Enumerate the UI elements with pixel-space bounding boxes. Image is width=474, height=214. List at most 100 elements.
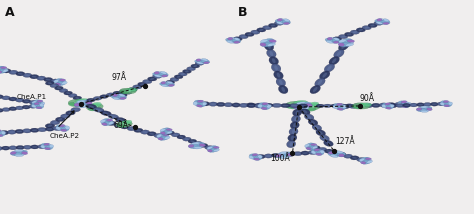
Ellipse shape (257, 28, 266, 32)
Ellipse shape (358, 29, 363, 31)
Ellipse shape (121, 90, 126, 92)
Ellipse shape (46, 145, 53, 150)
Ellipse shape (352, 105, 362, 109)
Ellipse shape (109, 123, 114, 124)
Ellipse shape (239, 34, 248, 39)
Ellipse shape (270, 51, 273, 56)
Ellipse shape (55, 128, 60, 129)
Ellipse shape (210, 103, 216, 105)
Ellipse shape (89, 105, 94, 108)
Ellipse shape (247, 103, 256, 108)
Ellipse shape (191, 64, 200, 68)
Ellipse shape (3, 147, 8, 149)
Ellipse shape (305, 103, 312, 107)
Ellipse shape (3, 69, 9, 72)
Ellipse shape (197, 100, 203, 103)
Ellipse shape (416, 108, 422, 111)
Ellipse shape (119, 90, 129, 94)
Ellipse shape (430, 102, 438, 106)
Ellipse shape (80, 105, 90, 107)
Ellipse shape (41, 143, 49, 148)
Ellipse shape (194, 142, 205, 146)
Ellipse shape (59, 124, 65, 127)
Ellipse shape (55, 86, 63, 90)
Ellipse shape (305, 144, 310, 147)
Ellipse shape (193, 141, 202, 145)
Ellipse shape (266, 155, 271, 157)
Ellipse shape (34, 103, 39, 105)
Ellipse shape (439, 103, 444, 105)
Ellipse shape (193, 65, 197, 67)
Ellipse shape (313, 87, 318, 92)
Ellipse shape (31, 106, 35, 107)
Ellipse shape (402, 105, 408, 108)
Ellipse shape (290, 142, 293, 146)
Ellipse shape (338, 154, 344, 157)
Ellipse shape (0, 108, 3, 112)
Ellipse shape (38, 128, 46, 132)
Ellipse shape (337, 51, 341, 56)
Ellipse shape (9, 70, 18, 74)
Ellipse shape (272, 103, 282, 107)
Ellipse shape (0, 110, 2, 111)
Ellipse shape (156, 134, 162, 137)
Ellipse shape (265, 104, 271, 106)
Ellipse shape (281, 154, 286, 156)
Ellipse shape (293, 100, 308, 106)
Ellipse shape (17, 131, 22, 132)
Ellipse shape (0, 134, 3, 137)
Ellipse shape (64, 91, 73, 95)
Ellipse shape (394, 102, 403, 107)
Ellipse shape (31, 105, 36, 108)
Ellipse shape (303, 110, 307, 114)
Ellipse shape (382, 105, 386, 108)
Ellipse shape (254, 158, 260, 160)
Ellipse shape (448, 102, 453, 105)
Ellipse shape (62, 90, 65, 92)
Ellipse shape (289, 128, 298, 135)
Ellipse shape (189, 68, 193, 70)
Ellipse shape (120, 88, 136, 94)
Ellipse shape (441, 101, 448, 105)
Ellipse shape (100, 119, 106, 123)
Ellipse shape (163, 134, 169, 136)
Ellipse shape (257, 155, 265, 159)
Ellipse shape (137, 82, 147, 86)
Ellipse shape (4, 97, 9, 99)
Ellipse shape (315, 78, 325, 86)
Ellipse shape (168, 132, 173, 134)
Ellipse shape (283, 105, 289, 106)
Ellipse shape (77, 100, 85, 103)
Ellipse shape (265, 27, 269, 29)
Ellipse shape (177, 135, 186, 139)
Ellipse shape (112, 94, 118, 97)
Ellipse shape (0, 132, 5, 136)
Ellipse shape (417, 103, 425, 107)
Ellipse shape (291, 136, 294, 140)
Ellipse shape (303, 103, 321, 111)
Ellipse shape (262, 103, 268, 105)
Ellipse shape (74, 101, 82, 104)
Ellipse shape (259, 103, 270, 109)
Ellipse shape (195, 60, 204, 63)
Ellipse shape (42, 143, 52, 149)
Ellipse shape (16, 98, 24, 102)
Ellipse shape (208, 149, 212, 152)
Ellipse shape (0, 129, 1, 132)
Ellipse shape (203, 62, 210, 64)
Ellipse shape (339, 105, 345, 106)
Ellipse shape (49, 145, 54, 148)
Ellipse shape (332, 105, 337, 106)
Ellipse shape (260, 43, 266, 46)
Ellipse shape (39, 77, 44, 79)
Ellipse shape (25, 147, 30, 148)
Ellipse shape (61, 129, 67, 131)
Ellipse shape (75, 97, 79, 99)
Ellipse shape (432, 104, 437, 105)
Ellipse shape (155, 75, 159, 77)
Ellipse shape (381, 104, 386, 106)
Ellipse shape (1, 146, 10, 150)
Ellipse shape (85, 101, 92, 104)
Ellipse shape (30, 145, 39, 149)
Ellipse shape (337, 108, 343, 110)
